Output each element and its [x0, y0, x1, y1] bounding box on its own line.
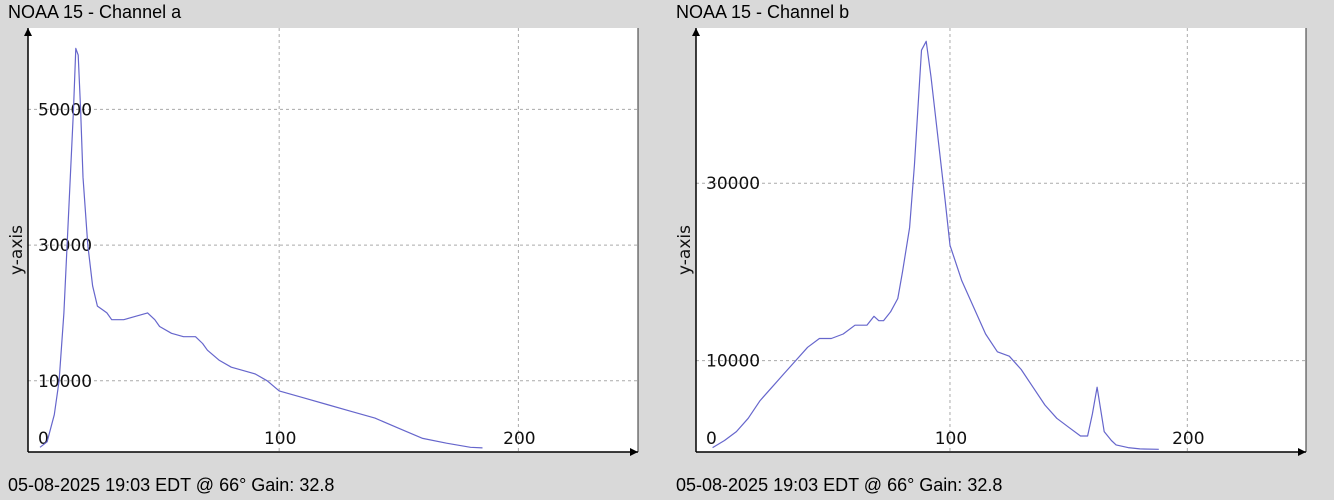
line-chart: 0 100 200 10000 30000 50000 y-axis	[7, 28, 639, 456]
x-tick-label: 100	[935, 429, 967, 449]
x-axis-arrow	[630, 448, 638, 456]
chart-footer: 05-08-2025 19:03 EDT @ 66° Gain: 32.8	[8, 475, 335, 495]
line-chart: 0 100 200 10000 30000 y-axis	[675, 28, 1307, 456]
chart-panel-channel-b: NOAA 15 - Channel b 0 100 200 10000 30000 y-a…	[668, 0, 1308, 500]
plot-area	[28, 28, 638, 452]
x-tick-label: 200	[503, 429, 535, 449]
y-axis-arrow	[24, 28, 32, 36]
x-tick-label: 100	[264, 429, 296, 449]
y-axis-label: y-axis	[7, 225, 27, 275]
chart-title: NOAA 15 - Channel b	[676, 2, 850, 22]
chart-footer: 05-08-2025 19:03 EDT @ 66° Gain: 32.8	[676, 475, 1003, 495]
x-tick-label: 0	[38, 429, 49, 449]
y-tick-label: 30000	[38, 236, 92, 256]
x-tick-label: 0	[706, 429, 717, 449]
y-tick-label: 30000	[706, 174, 760, 194]
x-axis-arrow	[1298, 448, 1306, 456]
series-line	[39, 47, 483, 449]
plot-area	[696, 28, 1306, 452]
series-line	[712, 40, 1159, 450]
x-tick-label: 200	[1172, 429, 1204, 449]
y-tick-label: 10000	[38, 372, 92, 392]
y-tick-label: 10000	[706, 352, 760, 372]
chart-title: NOAA 15 - Channel a	[8, 2, 182, 22]
chart-panel-channel-a: NOAA 15 - Channel a 0 100 200 10000 30000 500…	[0, 0, 640, 500]
y-axis-label: y-axis	[675, 225, 695, 275]
y-axis-arrow	[692, 28, 700, 36]
y-tick-label: 50000	[38, 100, 92, 120]
